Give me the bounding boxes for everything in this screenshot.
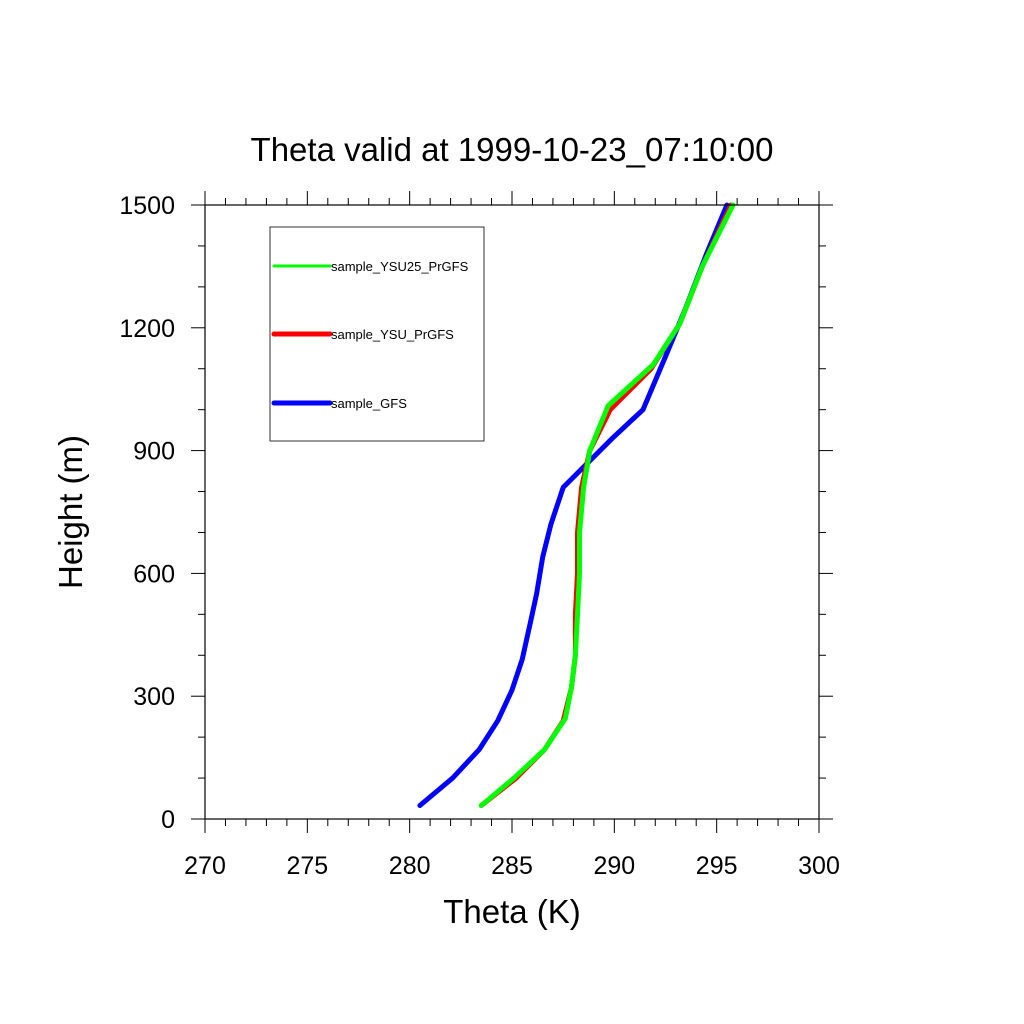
- x-tick-label: 290: [593, 852, 635, 880]
- plot-frame: [204, 204, 820, 820]
- x-tick-label: 275: [286, 852, 328, 880]
- legend: sample_YSU25_PrGFS sample_YSU_PrGFSsample…: [269, 226, 485, 442]
- x-tick-label: 295: [696, 852, 738, 880]
- y-tick-label: 300: [133, 683, 175, 711]
- chart-title: Theta valid at 1999-10-23_07:10:00: [251, 131, 774, 168]
- x-tick-label: 280: [389, 852, 431, 880]
- y-tick-label: 1500: [119, 192, 175, 220]
- legend-entry-label: sample_YSU_PrGFS: [331, 327, 454, 342]
- y-tick-label: 600: [133, 560, 175, 588]
- x-axis-label: Theta (K): [443, 893, 581, 930]
- y-tick-label: 900: [133, 438, 175, 466]
- series-line-sample_YSU25_PrGFS: [478, 202, 736, 808]
- y-tick-label: 0: [161, 806, 175, 834]
- legend-entry-label: sample_GFS: [331, 396, 407, 411]
- x-tick-label: 270: [184, 852, 226, 880]
- y-axis-label: Height (m): [52, 435, 89, 589]
- x-tick-label: 285: [491, 852, 533, 880]
- y-tick-label: 1200: [119, 315, 175, 343]
- legend-entry-label: sample_YSU25_PrGFS: [331, 259, 469, 274]
- x-tick-label: 300: [798, 852, 840, 880]
- axis-ticks: [191, 191, 833, 833]
- tick-labels: 270 275 280 285 290 295 300 0 300 600 900 1200 1500: [119, 192, 839, 880]
- series-layer: [417, 202, 736, 808]
